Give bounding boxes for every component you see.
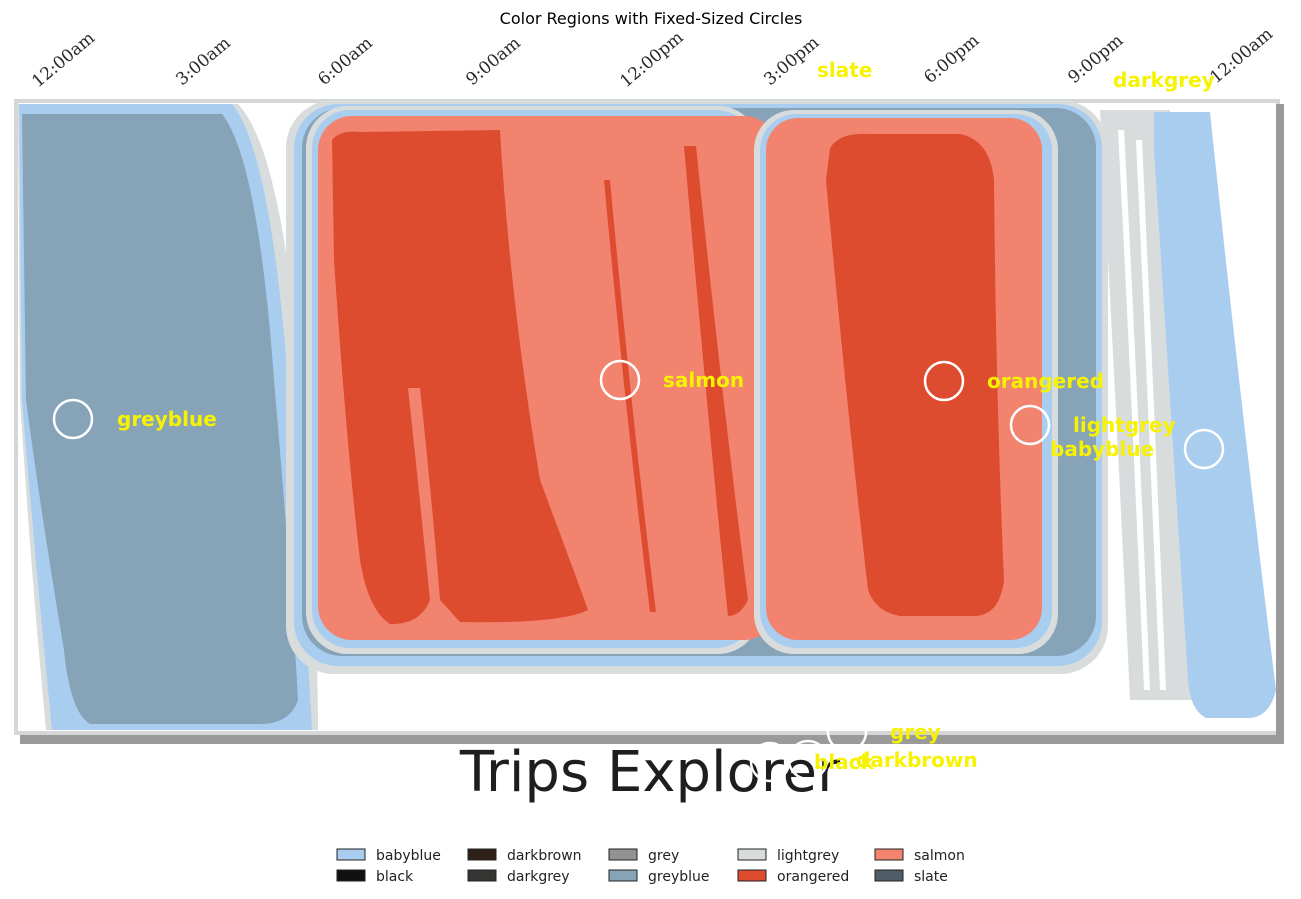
legend-label: darkgrey <box>507 869 570 885</box>
region-label-lightgrey: lightgrey <box>1073 413 1176 437</box>
tick-label: 3:00pm <box>760 33 823 90</box>
legend-swatch <box>336 869 366 882</box>
region-label-slate: slate <box>817 58 872 82</box>
inner-right-orangered <box>826 133 1004 616</box>
region-marker-greyblue <box>52 398 94 440</box>
tick-label: 3:00am <box>172 33 234 90</box>
legend-swatch <box>467 869 497 882</box>
legend-label: lightgrey <box>777 848 839 864</box>
legend-item-darkgrey: darkgrey <box>467 869 570 885</box>
legend-label: slate <box>914 869 948 885</box>
right-strip <box>1154 112 1276 718</box>
legend-item-black: black <box>336 869 414 885</box>
region-label-darkbrown: darkbrown <box>856 748 978 772</box>
tick-label: 9:00am <box>462 33 524 90</box>
legend-label: orangered <box>777 869 849 885</box>
region-marker-orangered <box>923 360 965 402</box>
region-marker-salmon <box>599 359 641 401</box>
legend-item-orangered: orangered <box>737 869 849 885</box>
legend-item-slate: slate <box>874 869 948 885</box>
region-marker-grey <box>826 711 868 753</box>
tick-label: 12:00am <box>28 28 99 92</box>
legend-item-darkbrown: darkbrown <box>467 848 582 864</box>
tick-label: 6:00am <box>314 33 376 90</box>
legend-swatch <box>874 869 904 882</box>
background-image: 12:00am 3:00am 6:00am 9:00am 12:00pm 3:0… <box>14 24 1284 805</box>
region-marker-black <box>749 741 791 783</box>
region-marker-lightgrey <box>1009 404 1051 446</box>
inner-left-orangered-c <box>684 146 748 616</box>
legend-label: black <box>376 869 414 885</box>
legend-item-babyblue: babyblue <box>336 848 441 864</box>
region-label-orangered: orangered <box>987 369 1104 393</box>
legend-label: salmon <box>914 848 965 864</box>
legend-swatch <box>608 869 638 882</box>
legend-item-greyblue: greyblue <box>608 869 710 885</box>
region-label-grey: grey <box>890 720 941 744</box>
region-label-babyblue: babyblue <box>1050 437 1154 461</box>
time-ticks: 12:00am 3:00am 6:00am 9:00am 12:00pm 3:0… <box>28 24 1277 92</box>
tick-label: 6:00pm <box>920 31 983 88</box>
tick-label: 12:00am <box>1206 24 1277 88</box>
legend-swatch <box>874 848 904 861</box>
frame-right-shadow <box>1276 104 1284 736</box>
legend-swatch <box>336 848 366 861</box>
legend-label: grey <box>648 848 679 864</box>
chart-title: Color Regions with Fixed-Sized Circles <box>500 9 803 28</box>
legend-item-lightgrey: lightgrey <box>737 848 839 864</box>
legend-swatch <box>467 848 497 861</box>
inner-left-orangered-a <box>332 130 588 625</box>
right-stripe-white-b <box>1136 140 1166 690</box>
legend-swatch <box>737 848 767 861</box>
legend-label: darkbrown <box>507 848 582 864</box>
left-panel <box>22 114 298 724</box>
region-label-greyblue: greyblue <box>117 407 217 431</box>
region-markers: greyblue salmon orangered lightgreybabyblue… <box>52 58 1225 783</box>
legend-swatch <box>608 848 638 861</box>
legend: babyblue black darkbrown darkgrey grey greybl… <box>336 848 965 885</box>
region-label-black: black <box>814 750 875 774</box>
region-label-salmon: salmon <box>663 368 744 392</box>
legend-item-grey: grey <box>608 848 679 864</box>
tick-label: 12:00pm <box>616 28 687 92</box>
legend-swatch <box>737 869 767 882</box>
legend-label: greyblue <box>648 869 710 885</box>
right-stripe-white-a <box>1118 130 1150 690</box>
banner-text: Trips Explorer <box>459 740 841 805</box>
region-label-darkgrey: darkgrey <box>1113 68 1215 92</box>
legend-item-salmon: salmon <box>874 848 965 864</box>
legend-label: babyblue <box>376 848 441 864</box>
region-marker-babyblue <box>1183 428 1225 470</box>
